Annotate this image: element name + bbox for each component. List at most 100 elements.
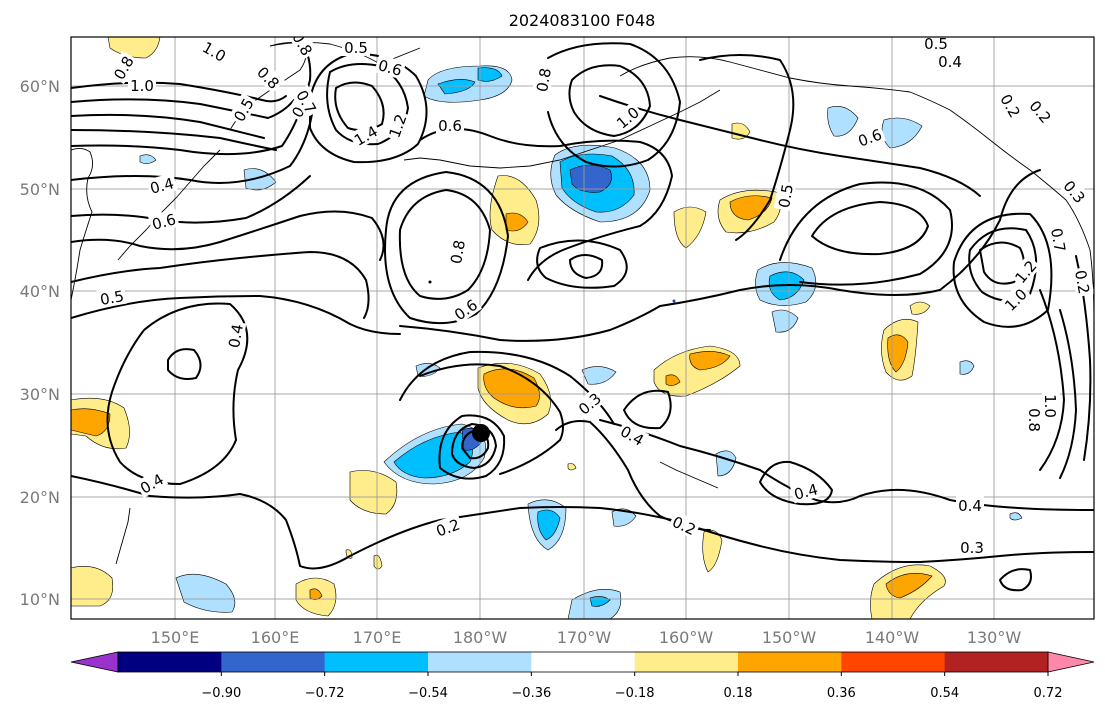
- colorbar-outline: [117, 651, 1049, 673]
- colorbar-swatch: [428, 652, 532, 672]
- contour-value-label: 0.4: [958, 497, 982, 515]
- shade-region-neg-6: [569, 164, 612, 193]
- contour-label-background: [147, 208, 180, 234]
- contour-value-label: 0.6: [150, 210, 178, 234]
- contour-label-group: 0.8: [1025, 406, 1044, 434]
- shade-region-pos-11: [689, 351, 731, 371]
- map-title: 2024083100 F048: [509, 11, 656, 30]
- contour-line: [536, 239, 628, 289]
- small-contour-marker: [672, 299, 676, 303]
- contour-label-background: [999, 283, 1032, 316]
- contour-label-group: 1.0: [1041, 392, 1060, 420]
- contour-line: [451, 423, 497, 469]
- contour-label-background: [96, 285, 128, 309]
- contour-label-group: 0.5: [342, 38, 370, 57]
- colorbar-extend-high: [1047, 651, 1095, 673]
- contour-value-label: 0.5: [924, 35, 948, 53]
- contour-value-label: 0.5: [99, 287, 126, 309]
- contour-label-group: 0.4: [956, 496, 984, 515]
- shade-region-pos-14: [887, 334, 909, 373]
- contour-label-group: 0.2: [1071, 266, 1094, 298]
- colorbar-swatch: [118, 652, 222, 672]
- contour-value-label: 0.6: [376, 56, 404, 80]
- contour-value-label: 0.8: [1025, 408, 1043, 432]
- shade-region-neg-27: [1009, 512, 1023, 521]
- contour-line: [779, 181, 953, 286]
- contour-line: [399, 305, 661, 342]
- shade-region-pos-15: [909, 301, 931, 315]
- contour-label-background: [197, 37, 232, 66]
- coastline-marianas: [115, 507, 131, 565]
- longitude-tick-label: 170°E: [353, 628, 402, 647]
- contour-label-background: [610, 101, 644, 134]
- latitude-tick-label: 20°N: [20, 488, 60, 507]
- gridlines: [71, 37, 1094, 619]
- contour-label-background: [252, 61, 285, 94]
- contour-line: [71, 39, 312, 156]
- contour-line: [71, 81, 287, 103]
- longitude-tick-label: 160°W: [659, 628, 714, 647]
- contour-value-label: 0.8: [447, 239, 469, 266]
- shade-region-pos-24: [702, 529, 723, 573]
- shade-region-pos-12: [665, 374, 681, 386]
- contour-label-background: [383, 109, 411, 142]
- colorbar-swatch: [738, 652, 842, 672]
- shaded-anomaly-layer: [71, 37, 1023, 619]
- contour-label-background: [1047, 224, 1071, 256]
- contour-label-background: [374, 54, 407, 80]
- contour-line: [952, 212, 1053, 328]
- contour-line: [384, 171, 509, 325]
- contour-label-background: [342, 38, 370, 56]
- contour-line: [811, 201, 929, 256]
- coastline-alaska-peninsula: [619, 56, 911, 93]
- contour-label-background: [773, 180, 797, 212]
- contour-label-background: [572, 387, 606, 420]
- coastline-aleutian-chain: [403, 89, 721, 169]
- contour-value-label: 0.5: [344, 39, 368, 57]
- contour-label-group: 0.4: [789, 478, 822, 504]
- contour-label-background: [448, 293, 483, 325]
- contour-label-group: 0.6: [436, 116, 464, 135]
- contour-line: [547, 42, 681, 168]
- longitude-tick-label: 150°E: [151, 628, 200, 647]
- contour-line: [71, 295, 401, 335]
- contour-label-background: [853, 123, 886, 151]
- contour-label-layer: 1.00.80.50.60.8 0.50.40.21.0 0.81.21.4 0.6 1…: [96, 35, 1094, 557]
- contour-label-background: [531, 64, 555, 96]
- contour-label-background: [958, 538, 986, 556]
- shade-region-pos-5: [729, 195, 773, 221]
- contour-line: [71, 129, 277, 151]
- contour-label-background: [1071, 266, 1094, 298]
- contour-label-group: 0.2: [431, 513, 464, 541]
- contour-line: [71, 98, 295, 119]
- contour-line: [568, 64, 651, 137]
- contour-line: [71, 251, 370, 319]
- contour-label-group: 0.5: [96, 285, 128, 309]
- contour-value-label: 0.4: [148, 174, 176, 198]
- contour-label-background: [108, 50, 138, 85]
- contour-label-background: [1042, 392, 1060, 420]
- contour-label-group: 0.4: [936, 52, 964, 71]
- contour-label-background: [288, 37, 318, 61]
- contour-line: [419, 127, 673, 281]
- longitude-tick-label: 140°W: [865, 628, 920, 647]
- contour-line: [623, 389, 672, 430]
- colorbar-swatch: [634, 652, 739, 672]
- longitude-tick-label: 150°W: [762, 628, 817, 647]
- contour-label-group: 0.3: [958, 538, 986, 557]
- contour-label-background: [228, 92, 258, 127]
- longitude-tick-label: 170°W: [557, 628, 612, 647]
- shade-region-neg-23: [175, 573, 236, 613]
- shade-region-pos-18: [349, 470, 398, 515]
- colorbar-tick-label: 0.72: [1034, 686, 1063, 701]
- latitude-tick-label: 30°N: [20, 385, 60, 404]
- shade-region-neg-26: [959, 360, 975, 375]
- colorbar-swatch: [531, 652, 636, 672]
- longitude-tick-label: 160°E: [251, 628, 300, 647]
- contour-value-label: 0.7: [1047, 227, 1069, 254]
- contour-line: [398, 189, 491, 300]
- contour-label-group: 0.5: [922, 35, 950, 53]
- contour-label-background: [1009, 254, 1042, 288]
- coastline-north-america: [909, 91, 1094, 321]
